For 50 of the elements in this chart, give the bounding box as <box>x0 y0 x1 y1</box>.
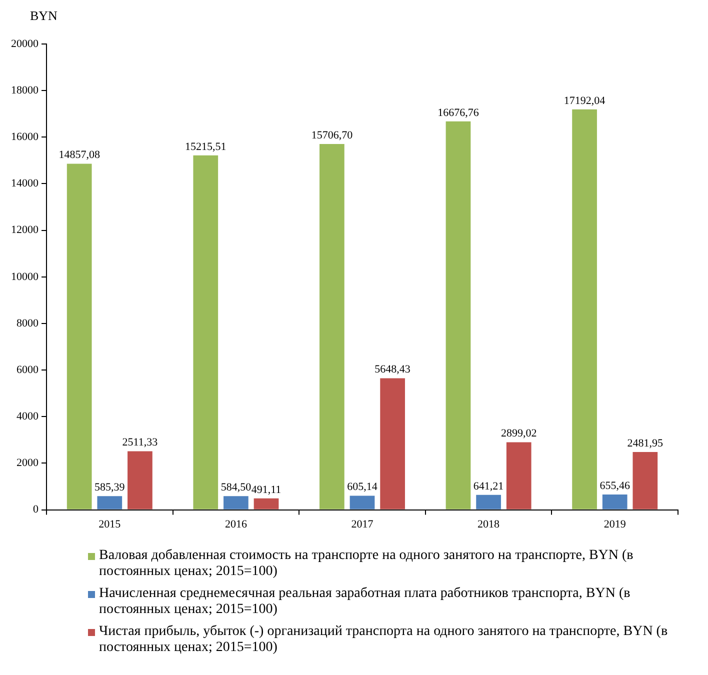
y-axis-title: BYN <box>30 8 58 24</box>
y-tick-label: 18000 <box>11 84 39 96</box>
bar <box>602 494 628 510</box>
data-label: 15706,70 <box>311 129 354 142</box>
y-tick-label: 14000 <box>11 178 39 190</box>
data-label: 605,14 <box>347 481 378 494</box>
y-tick-label: 2000 <box>16 457 39 470</box>
bar <box>320 144 344 510</box>
x-tick-label: 2017 <box>351 518 374 530</box>
data-label: 2511,33 <box>122 436 158 449</box>
y-tick-label: 4000 <box>16 410 39 423</box>
y-tick-label: 12000 <box>11 224 39 236</box>
data-label: 17192,04 <box>564 94 606 107</box>
legend-label: Начисленная среднемесячная реальная заработная плата работников транспорта, BYN (в постоянных ценах; 2015=100) <box>99 586 632 618</box>
bar <box>350 496 375 510</box>
y-tick-label: 10000 <box>11 270 39 283</box>
y-tick-label: 8000 <box>16 317 39 330</box>
legend-label: Чистая прибыль, убыток (-) организаций транспорта на одного занятого на транспорте, BYN (в постоянных ценах; 2015=100) <box>99 624 669 656</box>
data-label: 5648,43 <box>374 364 411 376</box>
bar <box>506 442 532 510</box>
y-tick-label: 0 <box>33 504 39 516</box>
data-label: 2481,95 <box>627 437 664 450</box>
legend-label: Валовая добавленная стоимость на транспорте на одного занятого на транспорте, BYN (в постоянных ценах; 2015=100) <box>99 548 634 580</box>
data-label: 14857,08 <box>58 149 100 162</box>
x-tick-label: 2015 <box>98 518 122 530</box>
data-label: 641,21 <box>473 480 504 492</box>
data-label: 491,11 <box>251 484 282 496</box>
y-tick-label: 16000 <box>11 131 39 144</box>
x-tick-label: 2016 <box>224 518 248 530</box>
bar <box>128 451 152 510</box>
data-label: 585,39 <box>94 482 126 494</box>
x-tick-label: 2018 <box>478 518 500 530</box>
x-tick-label: 2019 <box>604 518 626 530</box>
bar <box>572 109 597 510</box>
y-tick-label: 6000 <box>16 364 39 376</box>
bar <box>446 121 471 510</box>
bar <box>193 155 218 510</box>
bar <box>632 452 658 510</box>
bar <box>254 498 279 510</box>
bar <box>224 496 248 510</box>
bar <box>97 496 122 510</box>
bar <box>380 378 405 510</box>
data-label: 655,46 <box>600 480 630 492</box>
data-label: 16676,76 <box>438 106 480 119</box>
bar <box>476 494 501 510</box>
data-label: 584,50 <box>220 482 252 494</box>
bar <box>66 164 92 510</box>
y-tick-label: 20000 <box>11 38 39 50</box>
data-label: 15215,51 <box>185 140 226 153</box>
data-label: 2899,02 <box>500 428 537 440</box>
